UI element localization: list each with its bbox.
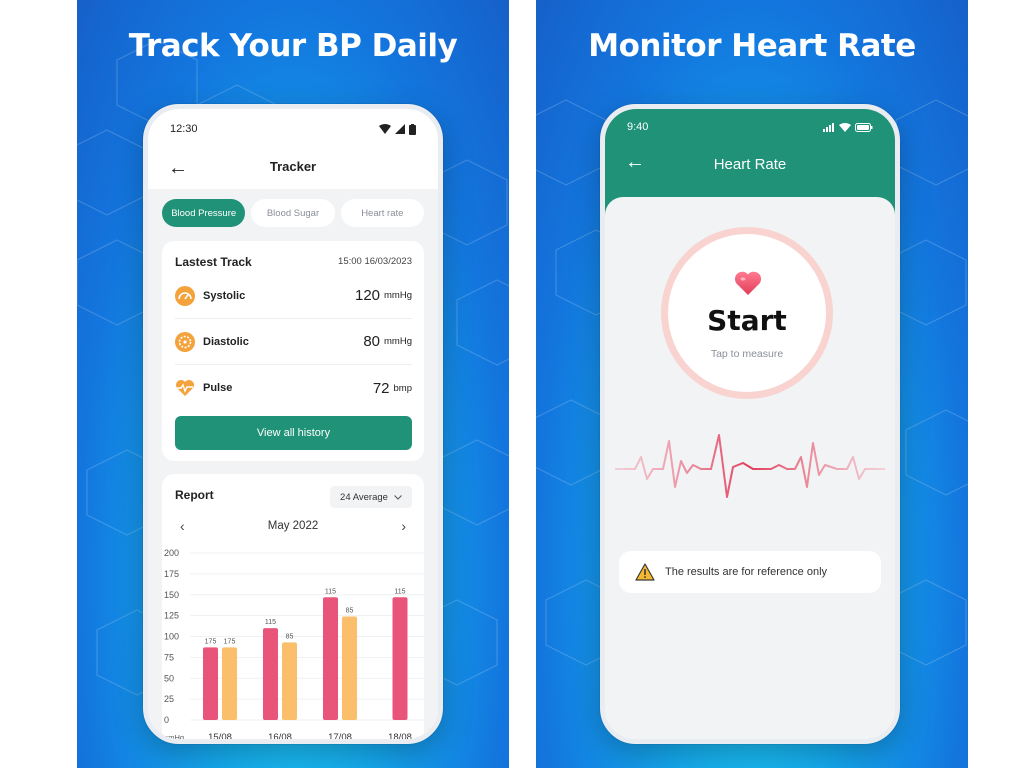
- status-bar: 12:30: [148, 109, 438, 149]
- page-title: Heart Rate: [713, 156, 787, 173]
- month-navigator: ‹ May 2022 ›: [162, 518, 424, 538]
- gauge-icon: [175, 331, 195, 352]
- y-tick-label: 100: [164, 632, 179, 642]
- chart-bar: [282, 642, 297, 720]
- y-tick-label: 50: [164, 673, 174, 683]
- tab-blood-pressure[interactable]: Blood Pressure: [162, 199, 246, 227]
- bar-value-label: 115: [325, 588, 336, 595]
- tab-heart-rate[interactable]: Heart rate: [340, 199, 424, 227]
- y-tick-label: 125: [164, 611, 179, 621]
- y-tick-label: 200: [164, 548, 179, 558]
- bar-value-label: 85: [346, 607, 354, 614]
- x-tick-label: 18/08: [388, 732, 412, 743]
- status-icons: [823, 122, 873, 132]
- bar-value-label: 175: [205, 638, 217, 645]
- bar-value-label: 85: [286, 633, 294, 640]
- bp-bar-chart: 0 25 50 75 100 125 150 175 200 mmHg 175 175 15/08 115…: [162, 548, 430, 743]
- chart-bar: [203, 647, 218, 720]
- heart-icon: [734, 271, 762, 295]
- content-area: Blood Pressure Blood Sugar Heart rate La…: [148, 189, 438, 739]
- promo-panel-right: Monitor Heart Rate 9:40 ← Heart Rate: [536, 0, 968, 768]
- x-tick-label: 17/08: [328, 732, 352, 743]
- signal-icon: [395, 124, 405, 134]
- chevron-left-icon[interactable]: ‹: [180, 518, 185, 534]
- diastolic-unit: mmHg: [384, 336, 412, 347]
- status-time: 9:40: [627, 121, 649, 133]
- y-tick-label: 150: [164, 590, 179, 600]
- y-tick-label: 0: [164, 715, 169, 725]
- pulse-value: 72: [372, 379, 390, 397]
- start-sublabel: Tap to measure: [710, 348, 784, 360]
- systolic-unit: mmHg: [384, 290, 412, 301]
- y-unit-label: mmHg: [162, 733, 184, 742]
- heart-pulse-icon: [176, 380, 194, 396]
- report-card: Report 24 Average ‹ May 2022 › 0 25 50 75 10…: [162, 474, 430, 739]
- promo-headline: Track Your BP Daily: [128, 28, 458, 64]
- x-tick-label: 16/08: [268, 732, 292, 743]
- tab-bar: Blood Pressure Blood Sugar Heart rate: [162, 199, 424, 227]
- diastolic-label: Diastolic: [203, 335, 249, 348]
- start-label: Start: [707, 304, 787, 337]
- warning-icon: [635, 563, 655, 581]
- signal-icon: [823, 122, 834, 132]
- back-arrow-icon[interactable]: ←: [625, 151, 645, 173]
- average-dropdown[interactable]: 24 Average: [330, 486, 412, 508]
- systolic-label: Systolic: [203, 289, 246, 302]
- promo-headline: Monitor Heart Rate: [588, 28, 916, 64]
- wifi-icon: [839, 122, 851, 132]
- chart-bar: [263, 628, 278, 720]
- app-bar: ← Tracker: [148, 151, 438, 187]
- phone-mockup-heart-rate: 9:40 ← Heart Rate: [600, 104, 900, 744]
- x-tick-label: 15/08: [208, 732, 232, 743]
- heart-rate-body: Start Tap to measure: [605, 197, 895, 739]
- y-tick-label: 75: [164, 652, 174, 662]
- pulse-label: Pulse: [203, 382, 233, 394]
- ecg-waveform: [615, 434, 885, 498]
- battery-icon: [409, 123, 416, 135]
- promo-panel-left: Track Your BP Daily 12:30 ← Tracker Bloo…: [77, 0, 509, 768]
- bar-value-label: 175: [224, 638, 236, 645]
- reference-notice-text: The results are for reference only: [665, 566, 828, 578]
- chart-bar: [222, 647, 237, 720]
- tab-blood-sugar[interactable]: Blood Sugar: [251, 199, 335, 227]
- back-arrow-icon[interactable]: ←: [168, 157, 188, 179]
- status-bar: 9:40: [605, 109, 895, 145]
- chart-bar: [392, 597, 408, 720]
- month-label: May 2022: [267, 520, 319, 532]
- reference-notice: The results are for reference only: [619, 551, 881, 593]
- start-measure-button[interactable]: Start Tap to measure: [661, 227, 833, 399]
- y-tick-label: 175: [164, 569, 179, 579]
- phone-mockup-tracker: 12:30 ← Tracker Blood Pressure Blood Sug…: [143, 104, 443, 744]
- chevron-down-icon: [394, 494, 402, 500]
- pulse-unit: bmp: [393, 382, 412, 394]
- diastolic-row: Diastolic 80 mmHg: [175, 319, 412, 365]
- latest-track-title: Lastest Track: [175, 255, 252, 269]
- chart-bar: [323, 597, 338, 720]
- chart-bar: [342, 616, 357, 720]
- report-title: Report: [175, 488, 214, 502]
- battery-icon: [855, 122, 873, 132]
- gauge-icon: [175, 285, 195, 306]
- y-tick-label: 25: [164, 694, 174, 704]
- bar-value-label: 115: [265, 619, 276, 626]
- systolic-value: 120: [354, 287, 381, 304]
- pulse-row: Pulse 72 bmp: [175, 365, 412, 411]
- diastolic-value: 80: [363, 333, 381, 350]
- systolic-row: Systolic 120 mmHg: [175, 273, 412, 319]
- latest-track-card: Lastest Track 15:00 16/03/2023 Systolic …: [162, 241, 424, 461]
- status-time: 12:30: [170, 123, 198, 135]
- view-all-history-button[interactable]: View all history: [175, 416, 412, 450]
- average-dropdown-label: 24 Average: [340, 491, 388, 503]
- status-icons: [379, 123, 416, 135]
- bar-value-label: 115: [394, 588, 405, 595]
- wifi-icon: [379, 124, 391, 134]
- page-title: Tracker: [269, 159, 317, 174]
- latest-track-datetime: 15:00 16/03/2023: [338, 256, 412, 267]
- chevron-right-icon[interactable]: ›: [401, 518, 406, 534]
